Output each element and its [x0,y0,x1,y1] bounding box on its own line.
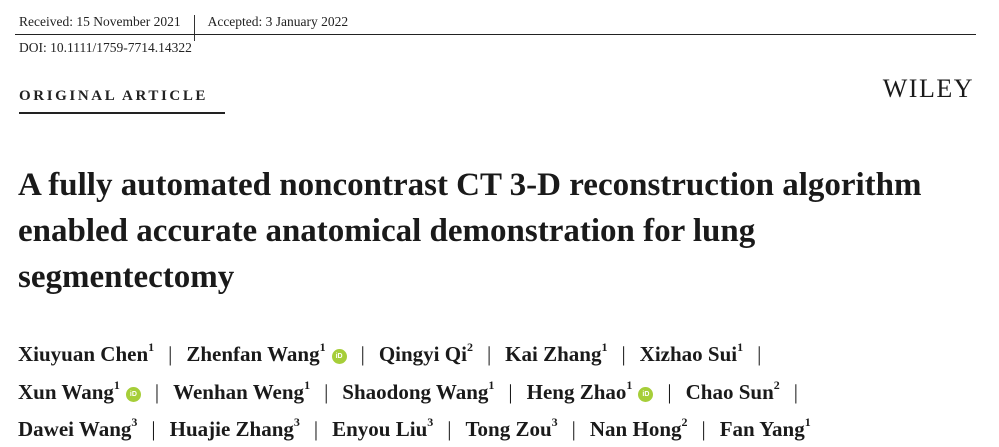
author-separator: | [793,379,798,404]
orcid-icon[interactable]: iD [125,386,141,402]
author[interactable]: Heng Zhao1 iD [526,377,654,404]
publisher-logo: WILEY [882,74,974,103]
affiliation-marker[interactable]: 2 [773,377,780,392]
author-separator: | [313,417,319,441]
affiliation-marker[interactable]: 1 [737,340,744,354]
author-separator: | [621,342,626,366]
author[interactable]: Xun Wang1 iD [18,377,141,404]
affiliation-marker[interactable]: 1 [488,377,495,392]
affiliation-marker[interactable]: 1 [601,340,608,354]
author[interactable]: Xizhao Sui1 [639,340,744,366]
author-name: Fan Yang [719,417,805,441]
header-rule [15,34,976,35]
author-name: Xiuyuan Chen [18,342,149,366]
author-name: Huajie Zhang [169,417,294,441]
affiliation-marker[interactable]: 2 [466,340,473,354]
author-line: Xiuyuan Chen1 | Zhenfan Wang1iD | Qingyi Qi2… [18,333,988,371]
author-name: Tong Zou [465,417,552,441]
affiliation-marker[interactable]: 3 [293,415,300,429]
article-type-underline [19,112,225,114]
author[interactable]: Kai Zhang1 [505,340,608,366]
author-separator: | [486,342,492,366]
author[interactable]: Wenhan Weng1 [173,377,311,404]
submission-dates: Received: 15 November 2021 Accepted: 3 J… [19,9,349,41]
affiliation-marker[interactable]: 1 [626,377,633,392]
title-line: A fully automated noncontrast CT 3-D rec… [18,167,922,203]
author[interactable]: Enyou Liu3 [332,415,434,441]
author-name: Xizhao Sui [639,342,738,366]
article-type: ORIGINAL ARTICLE [19,88,209,104]
author-separator: | [508,379,513,404]
author-name: Nan Hong [589,417,682,441]
author[interactable]: Huajie Zhang3 [169,415,300,441]
doi[interactable]: DOI: 10.1111/1759-7714.14322 [19,40,192,55]
affiliation-marker[interactable]: 1 [319,340,326,354]
affiliation-marker[interactable]: 2 [681,415,688,429]
affiliation-marker[interactable]: 1 [304,377,311,392]
author[interactable]: Nan Hong2 [589,415,688,441]
affiliation-marker[interactable]: 3 [551,415,558,429]
title-line: segmentectomy [18,259,235,295]
article-title: A fully automated noncontrast CT 3-D rec… [18,162,978,300]
author-separator: | [154,379,160,404]
author[interactable]: Xiuyuan Chen1 [18,340,155,366]
author-separator: | [447,417,452,441]
accepted-date: Accepted: 3 January 2022 [207,14,349,29]
author-separator: | [667,379,672,404]
affiliation-marker[interactable]: 1 [804,415,811,429]
orcid-icon[interactable]: iD [638,386,654,402]
author-separator: | [151,417,156,441]
author-name: Qingyi Qi [378,342,467,366]
affiliation-marker[interactable]: 3 [131,415,138,429]
date-separator [193,15,195,41]
author-name: Xun Wang [18,379,114,404]
author-separator: | [701,417,706,441]
author[interactable]: Shaodong Wang1 [342,377,495,404]
author-name: Heng Zhao [526,379,627,404]
author-name: Shaodong Wang [342,379,489,404]
author[interactable]: Fan Yang1 [719,415,811,441]
author[interactable]: Chao Sun2 [685,377,780,404]
author-list: Xiuyuan Chen1 | Zhenfan Wang1iD | Qingyi Qi2… [18,333,988,446]
orcid-icon[interactable]: iD [331,349,347,364]
author[interactable]: Dawei Wang3 [18,415,138,441]
author-name: Wenhan Weng [173,379,305,404]
author[interactable]: Zhenfan Wang1 iD [186,340,347,366]
author[interactable]: Qingyi Qi2 [378,340,473,366]
author-separator: | [360,342,365,366]
author-name: Kai Zhang [505,342,602,366]
affiliation-marker[interactable]: 1 [113,377,120,392]
author-name: Chao Sun [685,379,774,404]
author-name: Enyou Liu [332,417,428,441]
received-date: Received: 15 November 2021 [19,14,181,29]
author-name: Dawei Wang [18,417,132,441]
title-line: enabled accurate anatomical demonstratio… [18,213,756,249]
author[interactable]: Tong Zou3 [465,415,558,441]
affiliation-marker[interactable]: 1 [148,340,155,354]
author-line: Dawei Wang3 | Huajie Zhang3 | Enyou Liu3 | Ton… [18,408,988,446]
author-separator: | [571,417,576,441]
author-line: Xun Wang1iD | Wenhan Weng1 | Shaodong Wang1 |… [18,371,988,409]
author-separator: | [757,342,762,366]
affiliation-marker[interactable]: 3 [427,415,434,429]
author-name: Zhenfan Wang [186,342,320,366]
author-separator: | [324,379,329,404]
author-separator: | [168,342,173,366]
